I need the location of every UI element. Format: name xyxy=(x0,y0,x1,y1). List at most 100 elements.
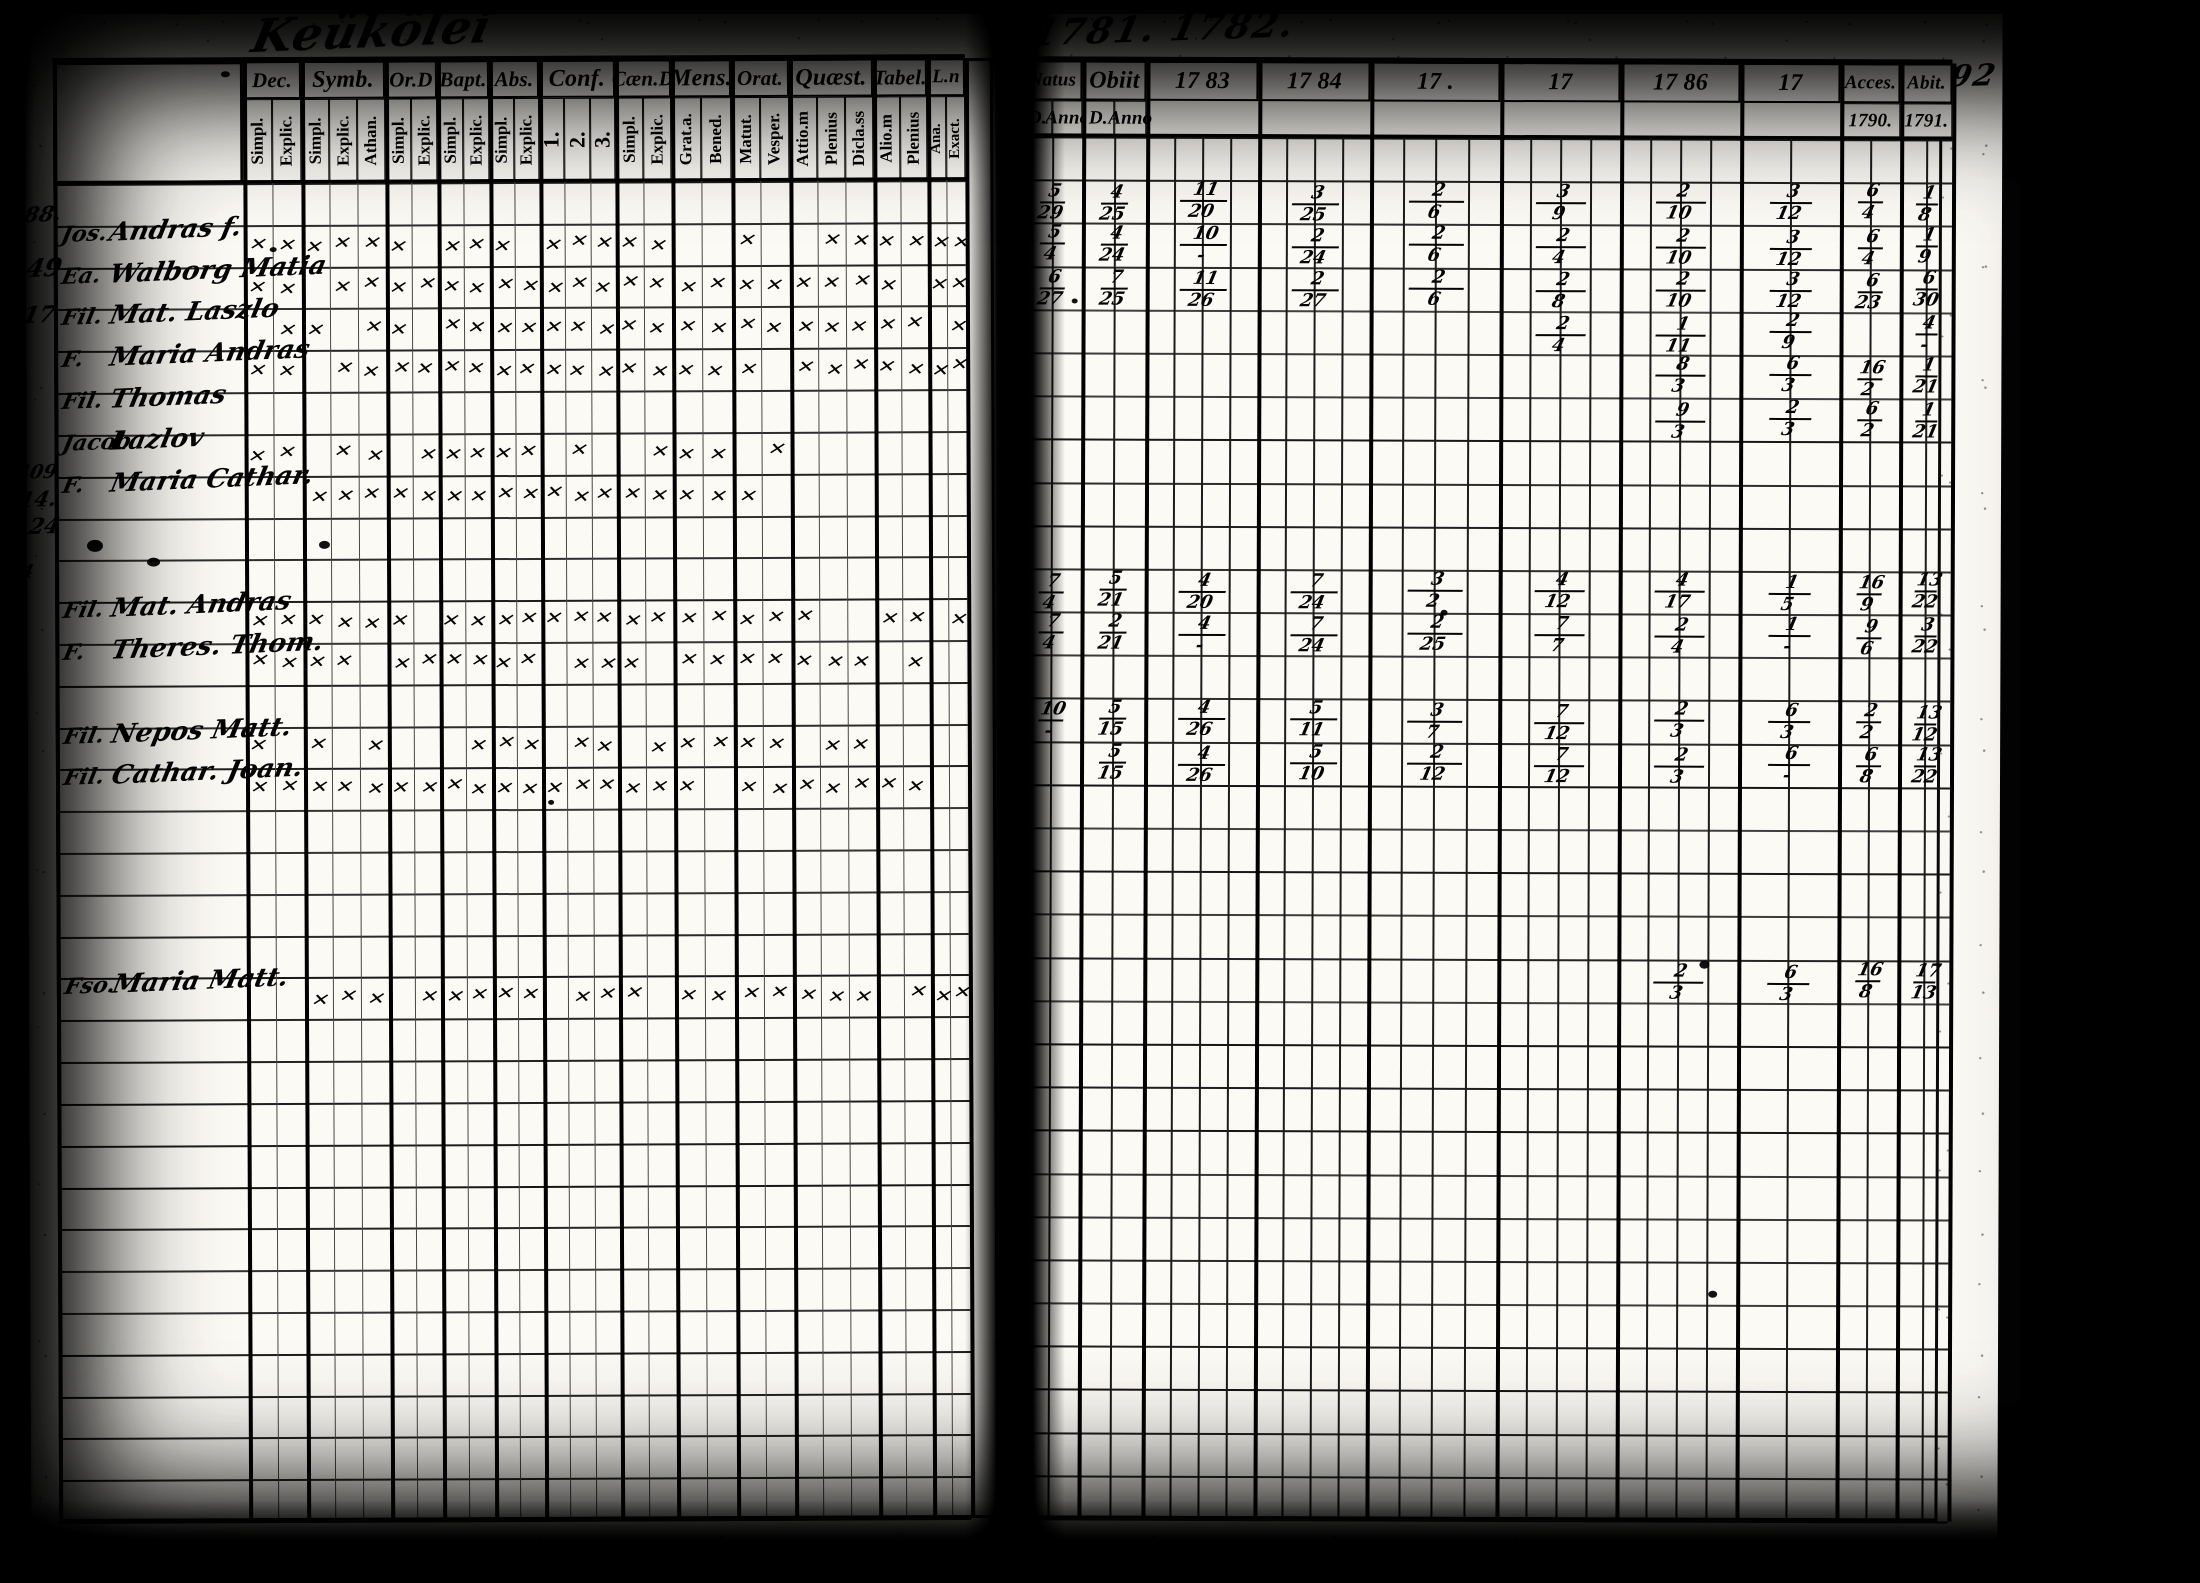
subheader-label: Dicla.ss xyxy=(849,111,869,166)
column-group-header-bapt-3: Bapt. xyxy=(437,60,489,98)
column-group-header-mens-7: Mens. xyxy=(671,59,731,97)
ink-blot-0 xyxy=(221,71,230,77)
register-entry-row: Fil. Cathar. Joan. xyxy=(64,763,254,806)
column-subheader-5-2: 3. xyxy=(590,98,616,182)
register-value-c7: 23 xyxy=(1650,701,1709,741)
column-subheader-0-0: Simpl. xyxy=(243,99,272,183)
subheader-label: Plenius xyxy=(821,112,841,165)
register-value-c3: 4- xyxy=(1174,615,1230,655)
subheader-label: Explic. xyxy=(647,114,667,165)
column-group-header-cnd-6: Cæn.D xyxy=(615,59,671,97)
column-subheader-7-0: Grat.a. xyxy=(671,97,701,181)
column-subheader-3-1: Explic. xyxy=(463,98,489,182)
subheader-label: Simpl. xyxy=(388,117,408,164)
register-value-c3: 4 20 xyxy=(1174,572,1230,612)
register-value-c5: 32 xyxy=(1403,570,1467,610)
register-value-c8: 63 xyxy=(1764,702,1815,742)
entry-prefix: Ea. xyxy=(59,262,103,290)
subheader-label: Explic. xyxy=(277,116,297,167)
column-group-header-dec-0: Dec. xyxy=(243,61,301,99)
register-value-c8: 1- xyxy=(1764,616,1815,656)
entry-name: Andras f. xyxy=(107,212,245,248)
register-value-c3: 11 26 xyxy=(1175,270,1231,310)
register-value-c7: 83 xyxy=(1651,356,1710,396)
register-value-c8: 3 12 xyxy=(1766,182,1817,222)
register-value-c5: 26 xyxy=(1405,181,1469,221)
year-column-header-2: 17 83 xyxy=(1146,61,1258,101)
entry-prefix: Fil. xyxy=(59,304,105,332)
edge-shadow-bottom xyxy=(0,1500,2200,1583)
subheader-label: Alio.m xyxy=(877,114,897,163)
register-value-c6: 7 12 xyxy=(1530,746,1589,786)
subheader-label: Matut. xyxy=(736,114,756,164)
column-group-header-ord-2: Or.D xyxy=(385,60,437,98)
register-value-c6: 4 12 xyxy=(1530,571,1589,611)
register-value-c5: 26 xyxy=(1404,269,1468,309)
subheader-label: Simpl. xyxy=(619,116,639,163)
column-subheader-7-1: Bened. xyxy=(701,97,731,181)
register-value-c8: 23 xyxy=(1765,399,1816,439)
register-value-c4: 2 27 xyxy=(1287,271,1343,311)
register-value-c8: 63 xyxy=(1765,355,1816,395)
register-value-c3: 11 20 xyxy=(1175,180,1231,220)
edge-shadow-top xyxy=(0,0,2200,14)
name-column-header xyxy=(53,61,244,184)
column-subheader-1-1: Explic. xyxy=(329,99,357,183)
register-value-c6: 24 xyxy=(1532,227,1591,267)
entry-name: Lazlov xyxy=(107,423,206,457)
subheader-label: Grat.a. xyxy=(676,113,696,165)
column-subheader-9-2: Dicla.ss xyxy=(845,96,873,180)
subheader-label: Explic. xyxy=(466,115,486,166)
column-subheader-9-1: Plenius xyxy=(817,97,845,181)
subheader-label: Exact. xyxy=(947,118,964,158)
year-column-divider-9 xyxy=(1947,64,1956,1522)
register-value-c7: 2 10 xyxy=(1651,270,1710,310)
year-column-header-1: Obiit xyxy=(1082,61,1146,101)
year-column-subheader-8-0: 1790. xyxy=(1840,103,1900,139)
entry-prefix: Fil. xyxy=(61,764,107,792)
register-value-c6: 77 xyxy=(1530,615,1589,655)
ink-blot-r-1 xyxy=(1708,1291,1717,1298)
ink-blot-r-0 xyxy=(1699,961,1709,969)
register-value-c4: 5 11 xyxy=(1285,699,1341,739)
subheader-label: Simpl. xyxy=(305,117,325,164)
column-subheader-8-0: Matut. xyxy=(731,97,760,181)
register-value-c6: 28 xyxy=(1531,271,1590,311)
entry-name: Thomas xyxy=(107,380,229,415)
entry-prefix: Fil. xyxy=(60,387,106,415)
register-value-c8: 3 12 xyxy=(1765,271,1816,311)
year-column-header-9: Abit. xyxy=(1900,63,1952,103)
register-value-c3: 4 26 xyxy=(1173,699,1229,739)
column-subheader-1-2: Athan. xyxy=(357,99,385,183)
register-value-c5: 2 25 xyxy=(1403,614,1467,654)
register-value-c7: 23 xyxy=(1649,963,1708,1003)
book-gutter-shadow xyxy=(965,0,1065,1583)
subheader-label: 2. xyxy=(564,131,590,148)
edge-shadow-left xyxy=(0,0,34,1583)
subheader-label: Athan. xyxy=(361,116,381,166)
register-value-c7: 2 10 xyxy=(1652,228,1711,268)
entry-prefix: F. xyxy=(61,639,88,666)
subheader-label: Explic. xyxy=(414,115,434,166)
subheader-label: Simpl. xyxy=(248,118,268,165)
column-subheader-10-1: Plenius xyxy=(900,96,927,180)
register-value-c5: 2 12 xyxy=(1403,744,1467,784)
register-value-c4: 2 24 xyxy=(1287,228,1343,268)
year-column-header-4: 17 . xyxy=(1370,62,1500,102)
subheader-label: Explic. xyxy=(517,115,537,166)
entry-prefix: Fil. xyxy=(61,596,107,624)
register-value-c6: 39 xyxy=(1532,183,1591,223)
column-group-header-tabel-10: Tabel. xyxy=(873,58,927,96)
column-subheader-5-1: 2. xyxy=(564,98,590,182)
register-value-c7: 4 17 xyxy=(1650,571,1709,611)
subheader-label: Explic. xyxy=(333,115,353,166)
ink-blot-1 xyxy=(270,247,277,252)
year-column-header-8: Acces. xyxy=(1840,63,1900,103)
ink-blot-3 xyxy=(87,540,103,552)
subheader-label: 3. xyxy=(589,131,615,148)
subheader-label: Simpl. xyxy=(440,117,460,164)
edge-shadow-right xyxy=(2010,0,2200,1583)
register-entry-row: Fso. Maria Matt. xyxy=(65,972,255,1015)
year-column-header-3: 17 84 xyxy=(1258,61,1370,101)
column-group-header-orat-8: Orat. xyxy=(731,59,789,97)
